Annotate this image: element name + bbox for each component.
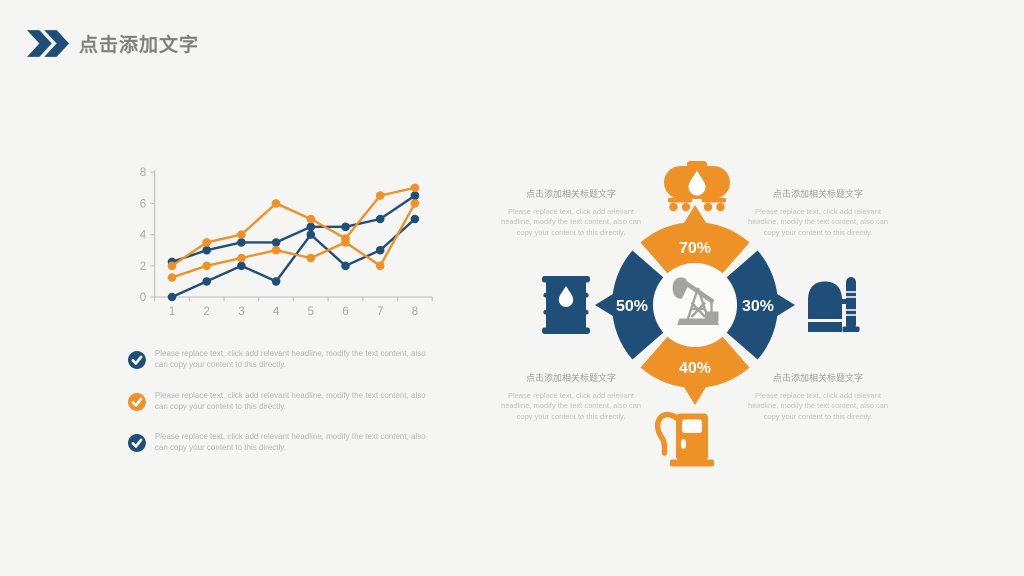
donut-segment-top [640, 205, 750, 274]
data-point [271, 245, 281, 255]
callout-heading: 点击添加相关标题文字 [772, 373, 863, 383]
check-circle-icon [128, 351, 146, 369]
arrow-left-icon [595, 289, 621, 321]
data-point [410, 191, 420, 200]
page-title[interactable]: 点击添加文字 [79, 35, 200, 56]
data-point [341, 222, 350, 232]
x-axis-tick: 4 [273, 306, 280, 318]
data-point [410, 199, 420, 208]
data-point [306, 214, 316, 224]
callout-body: Please replace text, click add relevant … [500, 207, 642, 237]
percent-right: 30% [742, 298, 774, 315]
y-axis-tick: 6 [140, 198, 146, 210]
bullet-text: Please replace text, click add relevant … [154, 432, 426, 452]
check-circle-icon [128, 434, 146, 452]
data-point [237, 230, 246, 239]
x-axis-tick: 3 [238, 306, 244, 318]
y-axis-tick: 8 [140, 167, 146, 179]
arrow-up-icon [679, 205, 711, 231]
callout-top-right[interactable]: 点击添加相关标题文字 Please replace text, click ad… [741, 187, 895, 238]
data-point [375, 245, 385, 255]
line-chart: 0 2 4 6 8 1 2 3 4 5 6 7 8 [140, 167, 433, 318]
callout-heading: 点击添加相关标题文字 [525, 373, 616, 383]
bullet-text: Please replace text, click add relevant … [154, 349, 426, 369]
orange-series-1 [167, 183, 420, 271]
double-chevron-right-icon [26, 30, 70, 57]
slide-header: 点击添加文字 [26, 29, 199, 58]
data-point [167, 292, 177, 302]
list-item[interactable]: Please replace text, click add relevant … [128, 389, 433, 415]
callout-bottom-right[interactable]: 点击添加相关标题文字 Please replace text, click ad… [741, 371, 895, 422]
x-axis-tick: 5 [308, 306, 314, 318]
refinery-tank-icon [808, 277, 860, 332]
data-point [271, 277, 281, 286]
callout-body: Please replace text, click add relevant … [747, 207, 889, 237]
callout-body: Please replace text, click add relevant … [500, 391, 642, 421]
y-axis-tick: 4 [140, 230, 147, 242]
data-point [306, 253, 316, 263]
fuel-pump-icon [655, 411, 714, 467]
blue-series-2 [167, 214, 420, 302]
data-point [341, 234, 350, 243]
donut-segment-right [726, 250, 795, 360]
oil-pump-jack-icon [672, 277, 719, 325]
data-point [202, 238, 211, 247]
oil-cycle-diagram: 70% 30% 40% 50% [542, 161, 860, 467]
data-point [306, 222, 316, 232]
data-point [237, 261, 246, 271]
data-point [167, 273, 177, 282]
callout-body: Please replace text, click add relevant … [747, 391, 889, 421]
data-point [202, 261, 211, 271]
data-point [202, 245, 211, 255]
percent-left: 50% [616, 298, 648, 315]
data-point [306, 230, 316, 239]
data-point [375, 214, 385, 224]
x-axis-tick: 2 [203, 306, 209, 318]
callout-bottom-left[interactable]: 点击添加相关标题文字 Please replace text, click ad… [494, 371, 648, 422]
oil-barrel-icon [542, 276, 590, 334]
x-axis-tick: 7 [377, 306, 383, 318]
y-axis-tick: 0 [140, 292, 146, 304]
callout-heading: 点击添加相关标题文字 [772, 189, 863, 199]
x-axis-tick: 1 [169, 306, 175, 318]
bullet-text: Please replace text, click add relevant … [154, 391, 426, 411]
data-point [341, 261, 350, 271]
data-point [237, 238, 246, 247]
y-axis-tick: 2 [140, 261, 146, 273]
donut-segment-left [595, 250, 664, 360]
donut-segment-bottom [640, 336, 750, 405]
list-item[interactable]: Please replace text, click add relevant … [128, 430, 433, 456]
list-item[interactable]: Please replace text, click add relevant … [128, 347, 433, 373]
data-point [237, 253, 246, 263]
check-circle-icon [128, 393, 146, 411]
callout-heading: 点击添加相关标题文字 [525, 189, 616, 199]
oil-tanker-icon [664, 161, 730, 212]
arrow-down-icon [679, 379, 711, 405]
percent-bottom: 40% [679, 360, 711, 377]
arrow-right-icon [769, 289, 795, 321]
data-point [167, 261, 177, 271]
callout-top-left[interactable]: 点击添加相关标题文字 Please replace text, click ad… [494, 187, 648, 238]
percent-top: 70% [679, 240, 711, 257]
data-point [271, 238, 281, 247]
data-point [375, 261, 385, 271]
data-point [271, 199, 281, 208]
data-point [410, 183, 420, 193]
data-point [375, 191, 385, 200]
x-axis-tick: 6 [342, 306, 348, 318]
x-axis-tick: 8 [412, 306, 418, 318]
data-point [410, 214, 420, 224]
data-point [202, 277, 211, 286]
